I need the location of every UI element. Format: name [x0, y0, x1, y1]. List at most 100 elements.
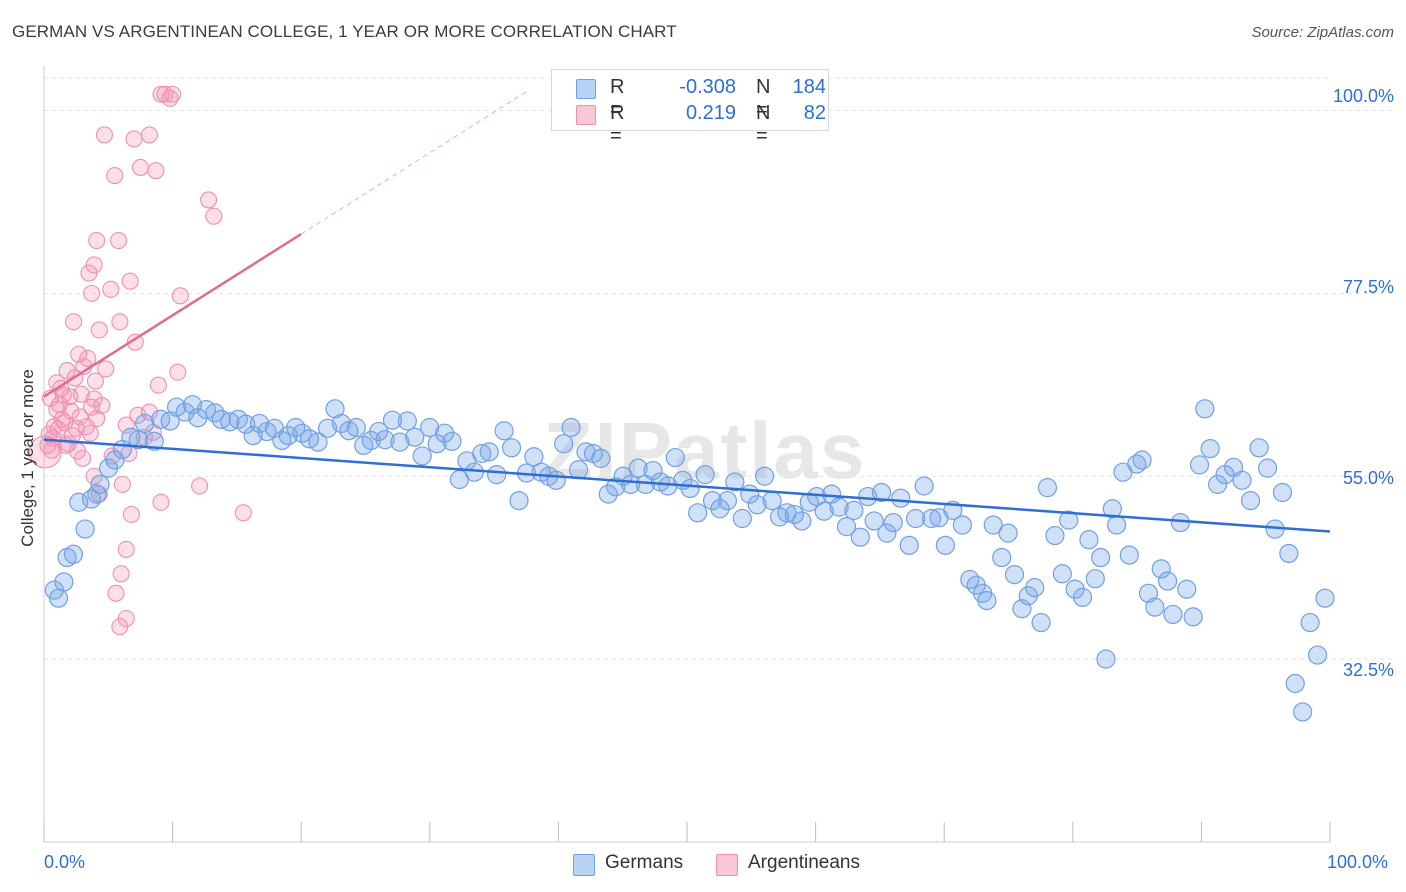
argentinean-point [86, 372, 104, 390]
germans-swatch [576, 79, 596, 99]
german-point [702, 491, 723, 511]
german-point [891, 488, 911, 508]
argentinean-point [140, 403, 159, 421]
argentinean-point [121, 272, 139, 290]
german-point [434, 423, 455, 443]
german-point [420, 417, 440, 438]
german-point [717, 491, 738, 511]
german-point [1257, 458, 1278, 478]
argentinean-point [107, 584, 125, 602]
argentineans-swatch [576, 105, 596, 125]
german-point [175, 402, 195, 422]
german-point [1189, 455, 1210, 475]
german-point [472, 443, 492, 464]
german-point [412, 446, 432, 466]
german-point [777, 503, 797, 523]
y-tick-77-5: 77.5% [1342, 277, 1394, 297]
german-point [1200, 439, 1220, 459]
r-value: -0.308 [679, 76, 736, 98]
german-point [877, 523, 897, 543]
german-point [1272, 482, 1293, 503]
argentinean-point [110, 232, 128, 250]
german-point [75, 519, 95, 539]
trend-lines [43, 91, 1331, 533]
german-point [1195, 399, 1215, 419]
german-point [63, 544, 84, 564]
german-point [983, 515, 1003, 535]
argentineans-trend-extension [300, 91, 527, 235]
n-value: 82 [803, 102, 826, 124]
german-point [554, 434, 574, 454]
gridlines [44, 77, 1395, 660]
german-point [998, 523, 1018, 543]
german-point [977, 591, 997, 611]
german-point [427, 434, 447, 454]
argentinean-point [106, 166, 124, 185]
german-point [695, 465, 715, 485]
argentinean-point [112, 565, 130, 583]
german-point [249, 413, 270, 434]
argentinean-point [117, 416, 135, 434]
german-point [606, 477, 626, 497]
german-point [479, 442, 499, 462]
german-point [784, 504, 804, 525]
argentinean-point [205, 207, 223, 225]
german-point [1208, 474, 1228, 494]
r-label: R = [610, 76, 625, 121]
r-label: R = [610, 102, 625, 147]
germans-points [44, 395, 1335, 722]
argentinean-point [117, 540, 135, 558]
germans-trend-line [43, 438, 1331, 533]
argentinean-point [80, 264, 98, 282]
german-point [1285, 673, 1305, 694]
argentinean-point [152, 85, 170, 103]
argentinean-point [234, 504, 252, 522]
argentinean-point [113, 475, 131, 493]
german-point [1183, 607, 1203, 627]
german-point [1163, 604, 1183, 625]
y-tick-32-5: 32.5% [1342, 660, 1394, 680]
german-point [814, 501, 834, 521]
german-point [643, 460, 663, 481]
german-point [1106, 515, 1127, 535]
german-point [1132, 450, 1152, 470]
argentinean-point [125, 130, 143, 148]
german-point [792, 511, 812, 531]
argentinean-point [126, 333, 144, 351]
german-point [509, 491, 529, 511]
german-point [48, 588, 69, 608]
german-point [375, 430, 395, 450]
argentinean-point [152, 493, 170, 511]
axes [43, 66, 1331, 843]
argentinean-point [85, 256, 103, 274]
y-tick-55: 55.0% [1342, 468, 1394, 488]
german-point [1119, 545, 1139, 565]
german-point [568, 460, 589, 480]
german-point [128, 430, 148, 450]
argentinean-point [79, 349, 97, 367]
german-point [1065, 579, 1085, 599]
y-axis-label-wrap: College, 1 year or more [16, 369, 40, 547]
german-point [69, 492, 89, 512]
argentinean-point [72, 385, 90, 403]
argentinean-point [135, 428, 153, 446]
german-point [829, 497, 849, 517]
argentinean-point [85, 467, 103, 485]
argentinean-point [122, 505, 140, 524]
argentinean-point [95, 126, 113, 144]
german-point [1085, 569, 1105, 589]
german-point [1151, 559, 1171, 579]
argentinean-point [200, 191, 218, 209]
germans-legend-swatch [573, 854, 595, 876]
argentinean-point [68, 442, 86, 460]
x-tick-left: 0.0% [44, 852, 86, 872]
german-point [105, 450, 125, 470]
n-value: 184 [792, 76, 826, 98]
german-point [688, 503, 708, 523]
german-point [725, 472, 745, 492]
german-point [1004, 564, 1025, 585]
argentinean-point [65, 313, 83, 331]
german-point [390, 432, 410, 452]
argentinean-point [71, 408, 89, 426]
